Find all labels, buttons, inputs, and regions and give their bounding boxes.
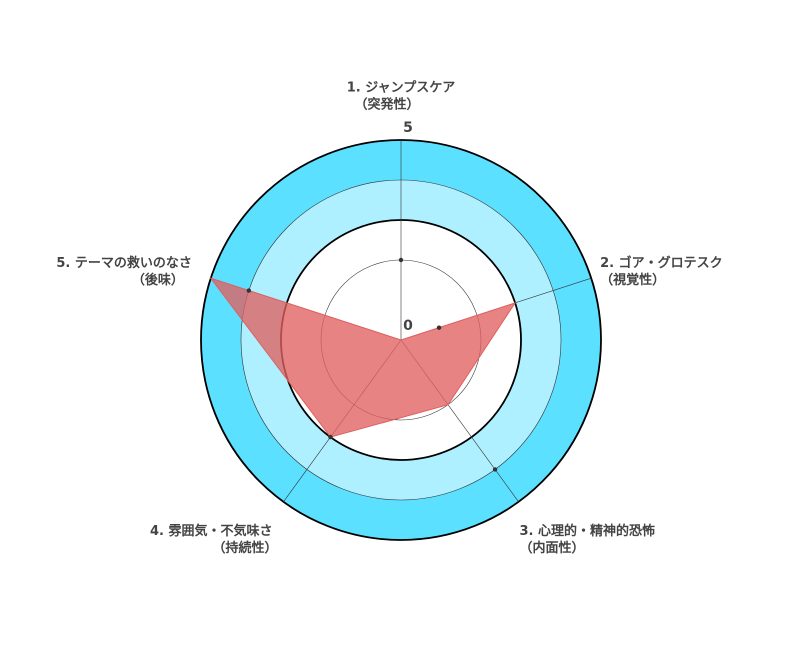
category-label: 2. ゴア・グロテスク — [600, 255, 723, 271]
series-marker — [246, 288, 252, 293]
category-label: 3. 心理的・精神的恐怖 — [519, 523, 655, 539]
category-label: 4. 雰囲気・不気味さ — [150, 523, 273, 539]
category-note: （視覚性） — [600, 272, 665, 288]
r-tick-label: 0 — [403, 318, 413, 334]
category-label: 1. ジャンプスケア — [347, 81, 455, 96]
category-note: （持続性） — [213, 540, 278, 556]
category-note: （後味） — [132, 272, 184, 288]
series-marker — [492, 467, 498, 472]
r-tick-label: 5 — [403, 120, 413, 136]
series-marker — [328, 434, 333, 440]
series-area — [209, 277, 517, 438]
category-label: 5. テーマの救いのなさ — [56, 255, 192, 271]
category-note: （内面性） — [519, 540, 584, 556]
series-marker — [398, 257, 404, 263]
series-marker — [436, 325, 442, 330]
category-note: （突発性） — [354, 97, 419, 113]
